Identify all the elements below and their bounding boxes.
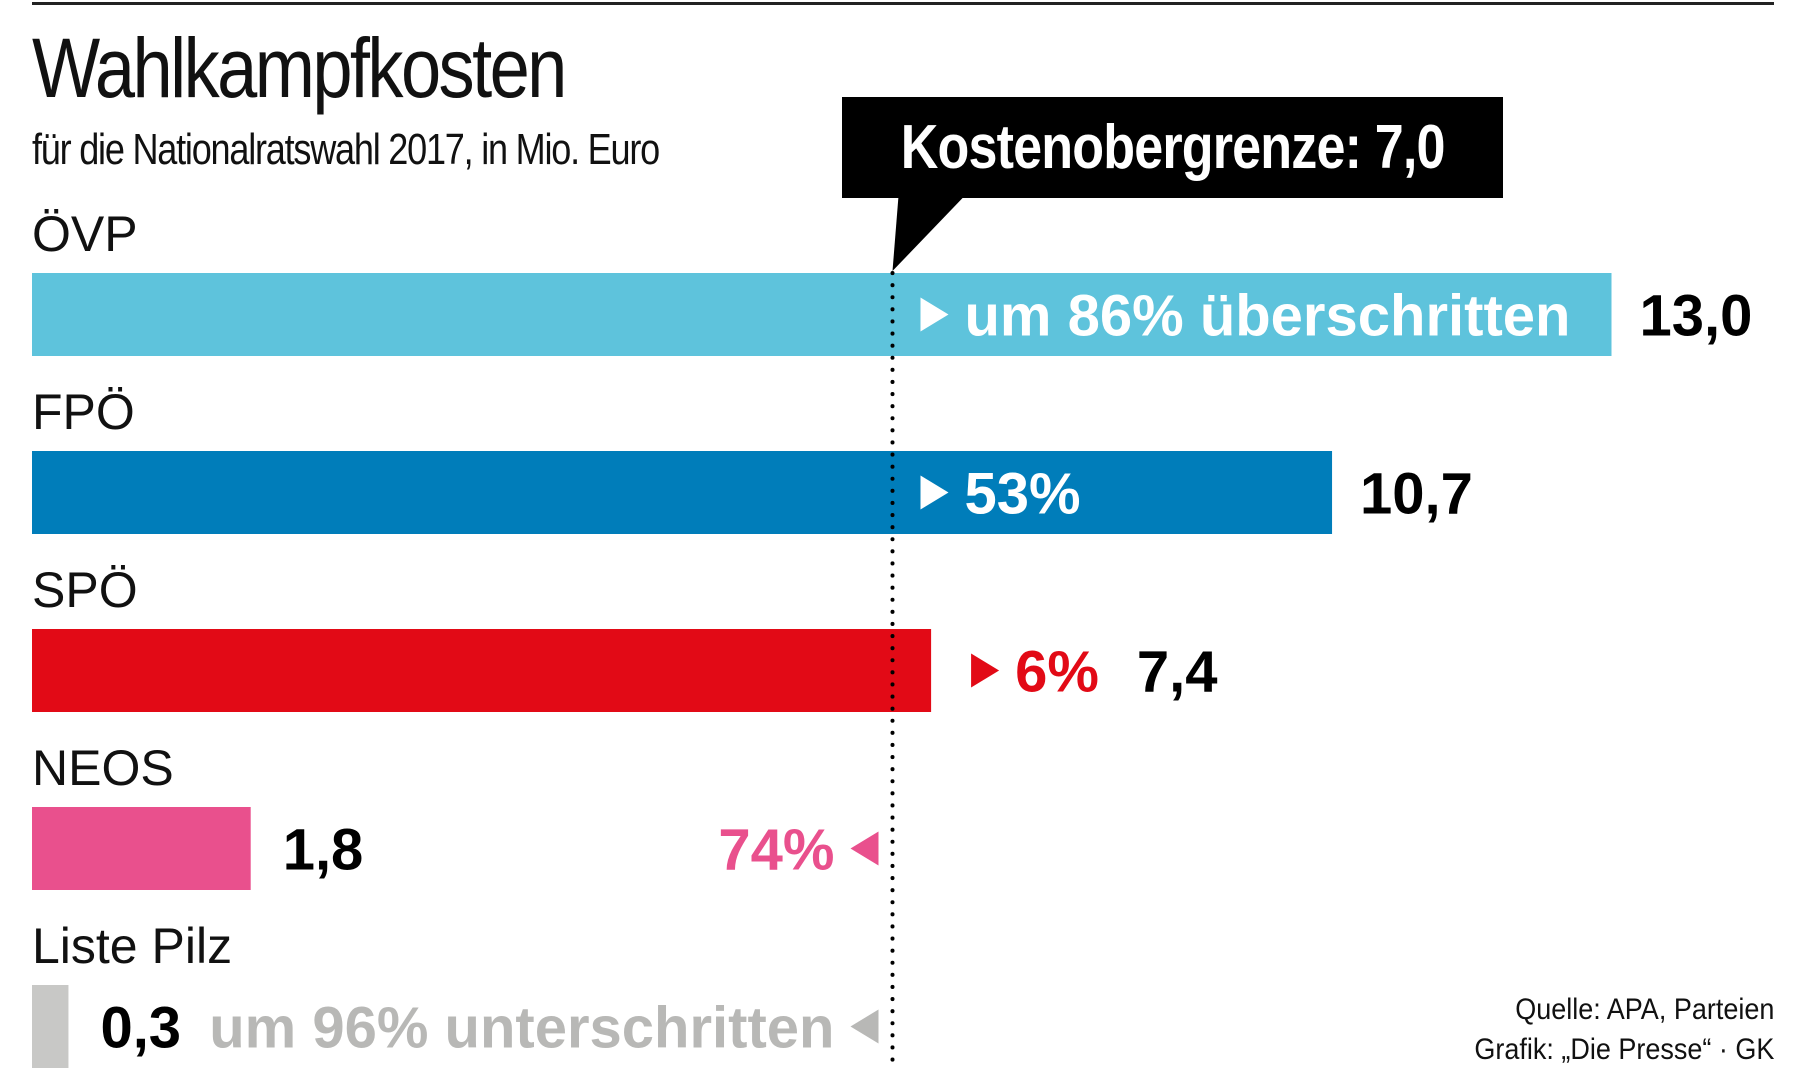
deviation-label-fpoe: 53% — [965, 462, 1081, 527]
value-label-fpoe: 10,7 — [1360, 462, 1473, 527]
party-label-liste-pilz: Liste Pilz — [32, 918, 232, 974]
credit-text: Grafik: „Die Presse“ · GK — [1473, 1033, 1774, 1066]
deviation-label-liste-pilz: um 96% unterschritten — [209, 996, 834, 1061]
party-label-spoe: SPÖ — [32, 562, 138, 618]
under-arrow-icon-neos — [850, 831, 879, 866]
value-label-oevp: 13,0 — [1640, 284, 1753, 349]
over-arrow-icon-spoe — [971, 653, 1000, 688]
under-arrow-icon-liste-pilz — [850, 1009, 879, 1044]
bar-neos — [32, 807, 251, 890]
deviation-label-oevp: um 86% überschritten — [965, 284, 1571, 349]
value-label-neos: 1,8 — [283, 818, 364, 883]
party-label-oevp: ÖVP — [32, 206, 138, 262]
party-label-neos: NEOS — [32, 740, 174, 796]
cost-limit-callout: Kostenobergrenze: 7,0 — [842, 97, 1503, 198]
callout-pointer — [892, 196, 965, 271]
deviation-label-spoe: 6% — [1015, 640, 1099, 705]
bar-spoe — [32, 629, 932, 712]
cost-limit-label: Kostenobergrenze: 7,0 — [900, 113, 1446, 182]
chart-title: Wahlkampfkosten — [32, 21, 567, 115]
over-arrow-icon-fpoe — [920, 475, 949, 510]
chart-subtitle: für die Nationalratswahl 2017, in Mio. E… — [32, 125, 660, 174]
over-arrow-icon-oevp — [920, 297, 949, 332]
source-text: Quelle: APA, Parteien — [1514, 993, 1774, 1026]
value-label-spoe: 7,4 — [1137, 640, 1218, 705]
bar-oevp — [32, 273, 1612, 356]
bar-fpoe — [32, 451, 1333, 534]
source-note: Quelle: APA, Parteien Grafik: „Die Press… — [1474, 990, 1774, 1070]
value-label-liste-pilz: 0,3 — [100, 996, 181, 1061]
deviation-label-neos: 74% — [718, 818, 834, 883]
top-rule — [32, 2, 1774, 5]
party-label-fpoe: FPÖ — [32, 384, 135, 440]
bar-liste-pilz — [32, 985, 69, 1068]
